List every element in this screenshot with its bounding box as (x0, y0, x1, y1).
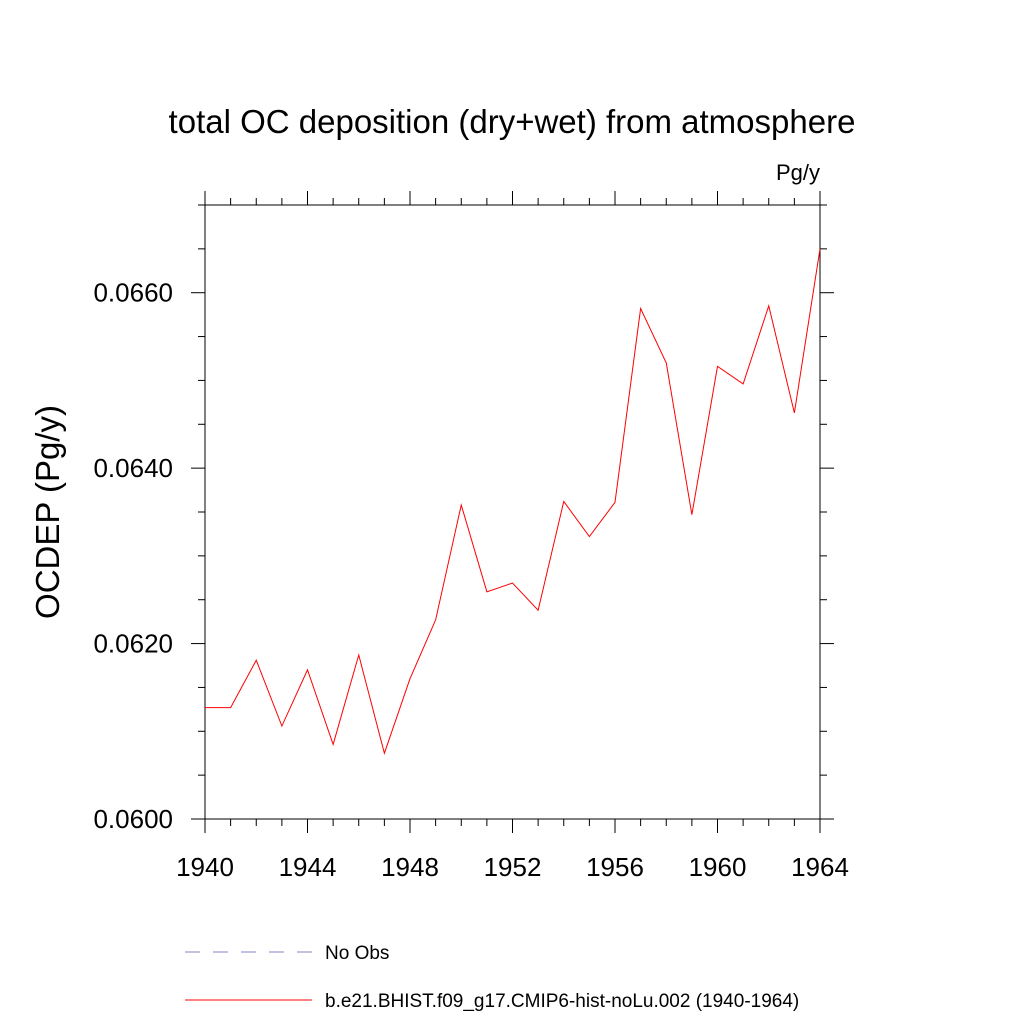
series-layer (205, 248, 821, 755)
x-tick-label: 1948 (381, 852, 439, 882)
x-tick-label: 1944 (279, 852, 337, 882)
y-tick-label: 0.0660 (93, 278, 173, 308)
y-axis-label: OCDEP (Pg/y) (29, 405, 66, 619)
y-tick-label: 0.0640 (93, 453, 173, 483)
axis-ticks (191, 191, 834, 833)
legend: No Obs b.e21.BHIST.f09_g17.CMIP6-hist-noL… (185, 943, 799, 1012)
x-tick-label: 1960 (689, 852, 747, 882)
legend-label-0: No Obs (325, 943, 389, 964)
x-tick-label: 1940 (176, 852, 234, 882)
units-label: Pg/y (776, 160, 820, 185)
plot-frame (204, 204, 821, 820)
y-tick-label: 0.0620 (93, 629, 173, 659)
y-tick-label: 0.0600 (93, 804, 173, 834)
x-tick-label: 1952 (484, 852, 542, 882)
series-line-0 (205, 248, 821, 755)
chart-title: total OC deposition (dry+wet) from atmos… (169, 103, 856, 140)
legend-label-1: b.e21.BHIST.f09_g17.CMIP6-hist-noLu.002 … (325, 991, 799, 1012)
x-tick-label: 1964 (791, 852, 849, 882)
axis-tick-labels: 1940 1944 1948 1952 1956 1960 1964 0.0600 0.0620… (93, 278, 848, 882)
x-tick-label: 1956 (586, 852, 644, 882)
